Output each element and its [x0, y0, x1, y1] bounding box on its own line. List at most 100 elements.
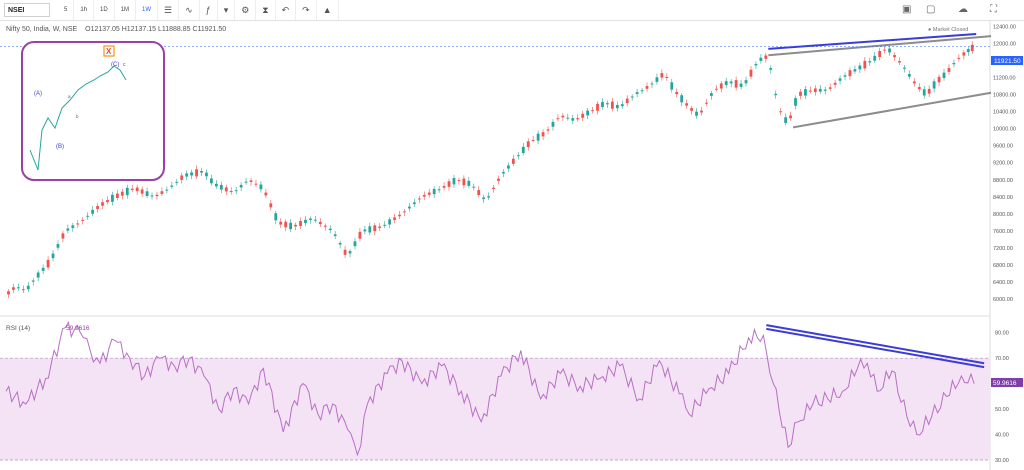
candle-body — [912, 81, 916, 84]
candle-body — [665, 76, 669, 78]
candle-body — [41, 267, 45, 271]
rsi-tick-label: 40.00 — [995, 433, 1009, 439]
candle-body — [284, 221, 288, 228]
candle-body — [818, 88, 822, 92]
candle-body — [898, 61, 901, 63]
candle-body — [81, 219, 85, 221]
candle-body — [650, 83, 654, 85]
candle-body — [244, 181, 248, 183]
candle-body — [511, 158, 515, 164]
candle-body — [858, 65, 862, 70]
interval-1W[interactable]: 1W — [136, 0, 159, 20]
settings-icon[interactable]: ⚙ — [235, 0, 257, 20]
alert-icon[interactable]: ⧗ — [256, 0, 276, 20]
candle-body — [111, 194, 114, 202]
candle-body — [26, 285, 30, 290]
candle-body — [373, 225, 377, 232]
candle-body — [536, 133, 540, 141]
candle-body — [620, 104, 624, 107]
rsi-value-label: 59.9616 — [993, 380, 1017, 387]
candle-body — [31, 280, 35, 282]
candle-body — [51, 253, 55, 259]
candle-body — [724, 81, 728, 86]
rsi-tick-label: 30.00 — [995, 458, 1009, 464]
interval-1h[interactable]: 1h — [74, 0, 95, 20]
candle-body — [234, 190, 238, 192]
interval-5[interactable]: 5 — [58, 0, 75, 20]
interval-1D[interactable]: 1D — [94, 0, 115, 20]
candle-body — [343, 249, 347, 255]
price-tick-label: 10800.00 — [993, 93, 1016, 99]
dropdown-icon[interactable]: ▾ — [218, 0, 236, 20]
wave-inset: X (C) c (A) (B) a b — [21, 41, 165, 181]
price-tick-label: 10000.00 — [993, 127, 1016, 133]
undo-icon[interactable]: ↶ — [276, 0, 297, 20]
candle-body — [408, 206, 411, 209]
layout-icon[interactable]: ▢ — [926, 4, 936, 15]
candle-body — [86, 215, 90, 217]
rsi-trendline[interactable] — [766, 324, 985, 365]
rsi-value-badge — [991, 378, 1023, 387]
fullscreen-icon[interactable]: ⛶ — [990, 4, 997, 15]
candle-body — [596, 103, 599, 111]
candle-body — [393, 217, 396, 220]
candle-body — [962, 52, 966, 56]
price-trendline[interactable] — [768, 32, 977, 50]
inset-label-c-upper: (C) — [111, 62, 119, 68]
candle-body — [754, 63, 758, 66]
camera-icon[interactable]: ▣ — [902, 4, 912, 15]
price-trendline[interactable] — [768, 35, 992, 57]
rsi-tick-label: 70.00 — [995, 356, 1009, 362]
price-tick-label: 12000.00 — [993, 41, 1016, 47]
candle-body — [705, 102, 708, 104]
interval-1M[interactable]: 1M — [115, 0, 137, 20]
candle-body — [249, 180, 253, 183]
candle-body — [903, 67, 906, 69]
candle-body — [873, 55, 877, 61]
indicators-icon[interactable]: ƒ — [200, 0, 218, 20]
candle-body — [497, 178, 500, 181]
candle-body — [46, 259, 50, 268]
candle-body — [180, 175, 184, 180]
compare-icon[interactable]: ∿ — [179, 0, 200, 20]
rsi-tick-label: 80.00 — [995, 331, 1009, 337]
candle-body — [115, 193, 119, 199]
inset-label-c-lower: c — [123, 62, 126, 68]
top-toolbar: NSEI 5 1h 1D 1M 1W ☰ ∿ ƒ ▾ ⚙ ⧗ ↶ ↷ ▲ — [0, 0, 1024, 21]
rsi-line — [5, 321, 975, 457]
rsi-tick-label: 50.00 — [995, 407, 1009, 413]
price-tick-label: 7200.00 — [993, 246, 1013, 252]
price-tick-label: 9200.00 — [993, 161, 1013, 167]
publish-icon[interactable]: ▲ — [317, 0, 339, 20]
candle-body — [427, 192, 431, 195]
candle-body — [368, 226, 372, 233]
cloud-icon[interactable]: ☁ — [958, 4, 968, 15]
candle-body — [299, 221, 302, 226]
redo-icon[interactable]: ↷ — [296, 0, 317, 20]
candle-body — [96, 206, 99, 209]
inset-label-a-upper: (A) — [34, 91, 42, 97]
candle-body — [185, 173, 189, 177]
candle-body — [764, 55, 768, 59]
candle-body — [695, 111, 698, 116]
inset-label-a-lower: a — [68, 94, 71, 99]
candle-body — [432, 188, 436, 195]
candle-body — [254, 183, 258, 185]
price-trendline[interactable] — [792, 91, 992, 129]
candle-body — [813, 88, 817, 93]
price-tick-label: 8000.00 — [993, 212, 1013, 218]
rsi-legend-value: 59.9616 — [66, 325, 90, 332]
candle-body — [200, 170, 203, 173]
interval-group: 5 1h 1D 1M 1W — [58, 0, 159, 20]
candle-body — [398, 214, 401, 217]
candle-body — [655, 77, 659, 82]
candle-body — [140, 189, 144, 194]
candle-body — [36, 272, 40, 278]
candle-body — [388, 219, 392, 225]
symbol-search-input[interactable]: NSEI — [4, 3, 50, 17]
price-tick-label: 9600.00 — [993, 144, 1013, 150]
bar-style-icon[interactable]: ☰ — [158, 0, 180, 20]
rsi-trendline[interactable] — [766, 327, 985, 369]
candle-body — [883, 49, 887, 51]
